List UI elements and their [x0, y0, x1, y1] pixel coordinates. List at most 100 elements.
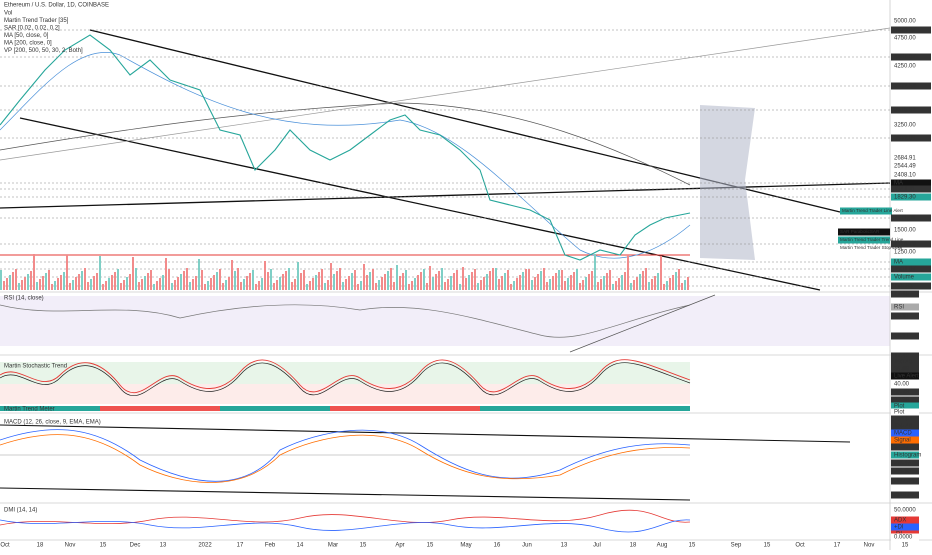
axis-label: 3932.83: [894, 84, 916, 90]
axis-label: 100.43: [894, 360, 913, 366]
volume-bar: [681, 283, 683, 290]
volume-bar: [192, 279, 194, 290]
volume-bar: [15, 269, 17, 290]
volume-bar: [537, 274, 539, 290]
time-label: Jul: [593, 543, 601, 549]
axis-tag: [891, 429, 919, 437]
volume-bar: [474, 269, 476, 290]
time-label: Nov: [864, 543, 875, 549]
volume-bar: [486, 274, 488, 290]
volume-bar: [78, 274, 80, 290]
volume-bar: [597, 282, 599, 290]
axis-tag: [891, 467, 919, 475]
indicator-label: MA [200, close, 0]: [4, 41, 52, 47]
volume-bar: [96, 273, 98, 290]
volume-bar: [21, 280, 23, 290]
volume-bar: [432, 277, 434, 290]
axis-label: 55.31: [894, 314, 910, 320]
axis-label: RSI: [894, 305, 904, 311]
axis-label: 37.77: [894, 445, 910, 451]
volume-bar: [114, 272, 116, 290]
axis-tag: [891, 62, 931, 70]
chart-tag-label: Martin Trend Trader Line Alert: [842, 208, 903, 213]
volume-bar: [51, 284, 53, 290]
axis-label: +DI: [894, 525, 904, 531]
volume-bar: [618, 278, 620, 290]
volume-bar: [33, 254, 35, 290]
volume-bar: [189, 282, 191, 290]
volume-bar: [492, 268, 494, 290]
volume-bar: [183, 271, 185, 290]
axis-label: -318.82: [894, 493, 915, 499]
volume-bar: [75, 277, 77, 290]
volume-bar: [195, 276, 197, 290]
volume-bar: [399, 276, 401, 290]
panel-title: Martin Stochastic Trend: [4, 364, 67, 370]
volume-bar: [123, 280, 125, 290]
chart-tag: [838, 228, 890, 236]
volume-bar: [420, 272, 422, 290]
chart-tag-label: SAR ParabolicSAR: [840, 229, 880, 234]
volume-bar: [375, 283, 377, 290]
volume-bar: [405, 270, 407, 290]
volume-bar: [426, 283, 428, 290]
volume-bar: [318, 272, 320, 290]
volume-bar: [624, 272, 626, 290]
axis-tag: [891, 273, 931, 281]
axis-label: -90.80: [894, 469, 912, 475]
volume-bar: [351, 273, 353, 290]
time-label: 14: [297, 543, 304, 549]
time-label: Aug: [657, 543, 668, 549]
volume-bar: [264, 261, 266, 290]
axis-tag: [891, 179, 931, 187]
indicator-label: SAR [0.02, 0.02, 0.2]: [4, 26, 60, 32]
axis-tag: [891, 459, 919, 467]
volume-bar: [240, 282, 242, 290]
volume-bar: [81, 271, 83, 290]
volume-bar: [345, 279, 347, 290]
volume-bar: [300, 273, 302, 290]
volume-bar: [213, 275, 215, 290]
panel-title: DMI (14, 14): [4, 508, 37, 514]
volume-bar: [390, 268, 392, 290]
time-label: 13: [160, 543, 167, 549]
axis-tag: [891, 34, 931, 42]
time-label: 15: [100, 543, 107, 549]
axis-tag: [891, 332, 919, 340]
chart-tag: [838, 236, 890, 244]
trend-lines: [0, 27, 891, 533]
axis-tag: [891, 312, 919, 320]
axis-tag: [891, 358, 919, 366]
time-label: Apr: [395, 543, 404, 549]
volume-bar: [120, 283, 122, 290]
volume-bar: [141, 279, 143, 290]
volume-bar: [453, 273, 455, 290]
time-label: 16: [494, 543, 501, 549]
volume-bar: [162, 275, 164, 290]
volume-bar: [396, 265, 398, 290]
axis-label: Volume: [894, 275, 915, 281]
volume-bar: [585, 277, 587, 290]
volume-bar: [117, 269, 119, 290]
axis-tag: [891, 408, 919, 416]
volume-bar: [600, 279, 602, 290]
volume-bar: [357, 284, 359, 290]
volume-bar: [546, 282, 548, 290]
volume-bar: [228, 277, 230, 290]
axis-tag: [891, 533, 919, 541]
volume-bar: [615, 281, 617, 290]
volume-bar: [675, 272, 677, 290]
axis-label: 36.91: [894, 334, 910, 340]
indicator-label: Vol: [4, 11, 12, 17]
volume-bar: [288, 268, 290, 290]
volume-bar: [363, 264, 365, 290]
volume-bar: [132, 257, 134, 290]
volume-bar: [3, 281, 5, 290]
volume-bar: [276, 280, 278, 290]
volume-bar: [672, 275, 674, 290]
volume-bar: [84, 268, 86, 290]
volume-bar: [348, 276, 350, 290]
